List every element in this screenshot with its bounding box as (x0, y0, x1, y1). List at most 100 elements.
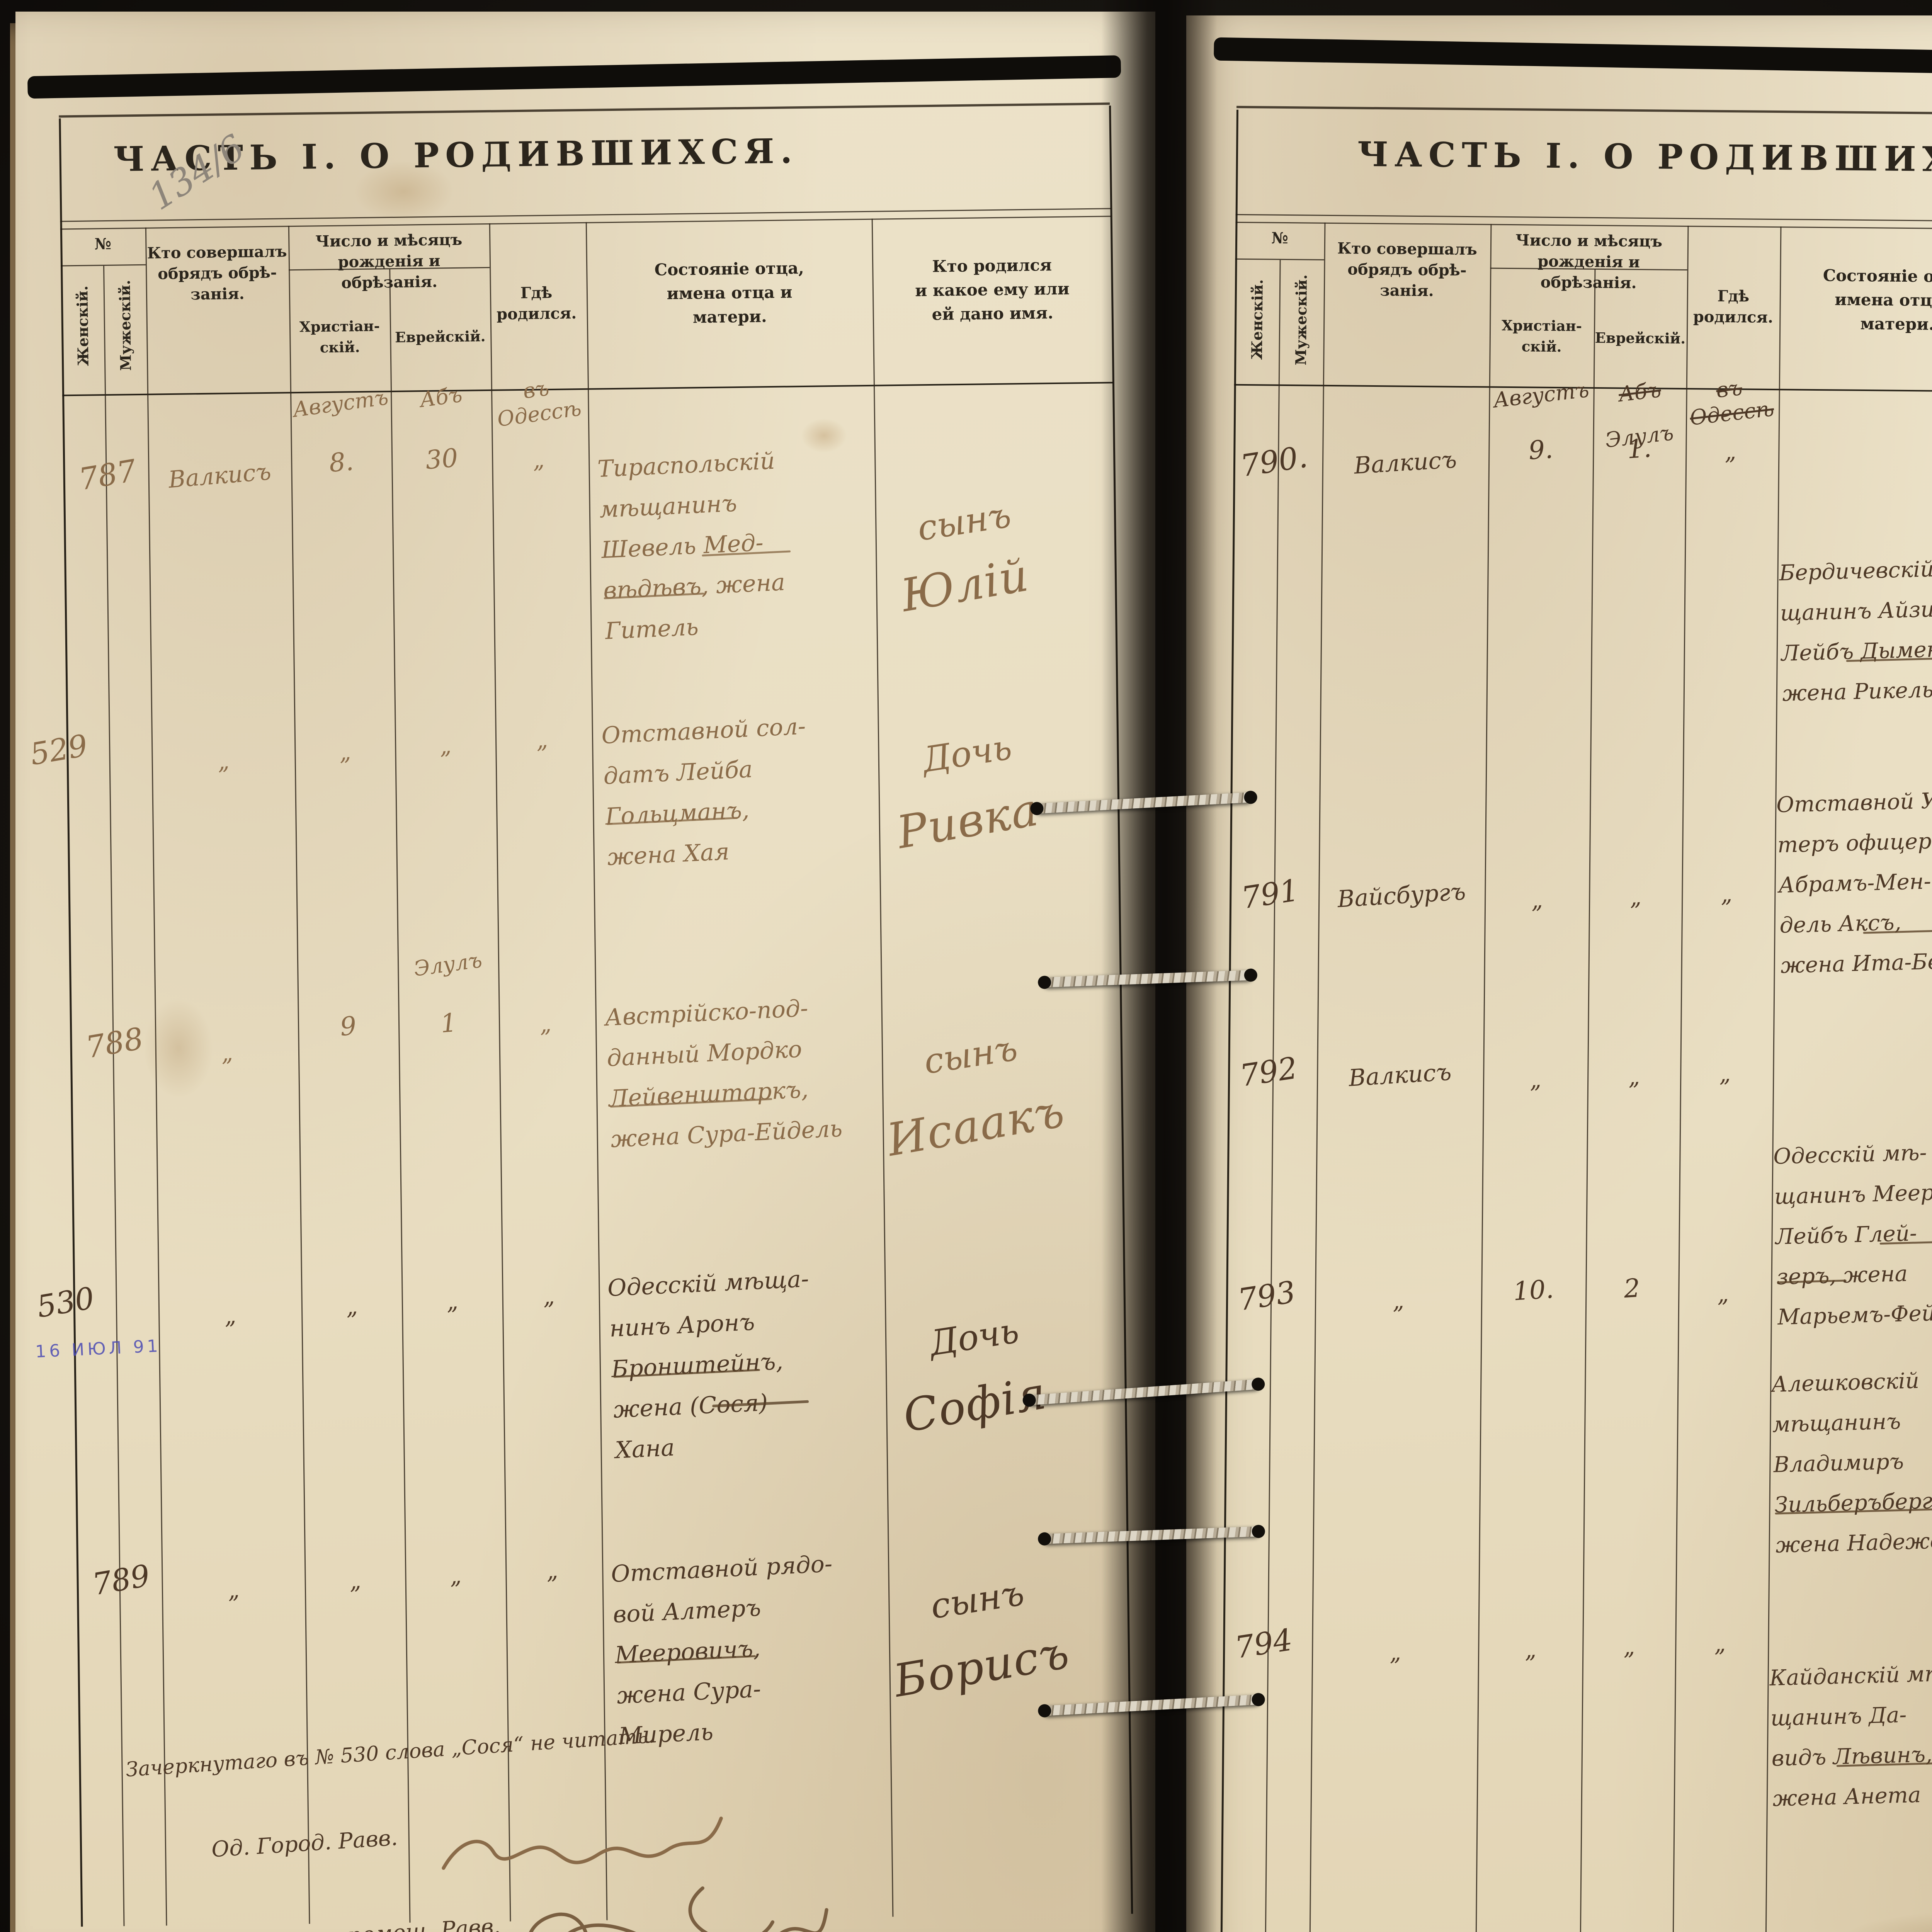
header-sex-female: Женскій. (1248, 279, 1266, 360)
row-789-where: „ (545, 1557, 559, 1585)
row-792-father: Одесскій мѣ- щанинъ Мееръ- Лейбъ Глей- з… (1773, 1140, 1932, 1330)
page-top-edge (1213, 37, 1932, 79)
line-date-split (1579, 269, 1596, 1932)
row-529-date-christian: „ (338, 738, 352, 766)
page-right: ЧАСТЬ I. О РОДИВШИХСЯ. 135. 136. № Женск… (1186, 15, 1932, 1932)
row-529-where: „ (535, 726, 549, 754)
header-where: Гдѣ родился. (1693, 287, 1774, 327)
page-left-content: ЧАСТЬ I. О РОДИВШИХСЯ. 134/6 № Женскій. … (3, 5, 1167, 1932)
row-789-number-male: 789 (90, 1558, 153, 1602)
rule (60, 208, 1111, 222)
row-791-date-jewish: „ (1629, 884, 1642, 911)
row-791-mohel: Вайсбургъ (1337, 878, 1467, 913)
row-790-date-christian: 9. (1527, 434, 1554, 466)
row-792-mohel: Валкисъ (1348, 1058, 1452, 1092)
row-792-date-jewish: „ (1627, 1063, 1641, 1090)
row-529-child-name: Ривка (893, 783, 1043, 859)
header-mohel: Кто совершалъ обрядъ обрѣ- занія. (1337, 239, 1478, 300)
row-791-date-christian: „ (1530, 886, 1544, 914)
row-789-child-word: сынъ (928, 1572, 1027, 1627)
page-title: ЧАСТЬ I. О РОДИВШИХСЯ. (1357, 134, 1932, 180)
row-787-where: „ (531, 446, 546, 474)
month-christian: Августъ (291, 385, 390, 422)
row-787-date-jewish: 30 (424, 443, 459, 475)
row-793-where: „ (1716, 1281, 1730, 1308)
line-sex-split (103, 266, 125, 1926)
row-529-child-word: Дочь (919, 726, 1015, 781)
row-788-number-male: 788 (83, 1021, 146, 1065)
page-left: ЧАСТЬ I. О РОДИВШИХСЯ. 134/6 № Женскій. … (15, 12, 1155, 1932)
line (489, 223, 511, 1922)
month-jewish: Абъ (418, 382, 464, 412)
header-sex-male: Мужескій. (1292, 274, 1310, 366)
month-christian: Августъ (1492, 377, 1590, 413)
row-789-mohel: „ (226, 1577, 240, 1604)
row-787-date-christian: 8. (328, 446, 355, 478)
rule (1236, 105, 1932, 117)
header-date: Число и мѣсяцъ рожденія и обрѣзанія. (1515, 231, 1663, 292)
book-gutter (1101, 0, 1217, 1932)
signature-city-rabbi (442, 1816, 723, 1870)
header-sex-female: Женскій. (73, 285, 92, 366)
row-787-mohel: Валкисъ (167, 458, 272, 494)
row-791-number-male: 791 (1239, 873, 1301, 916)
note-line-3: помощ. Равв. (347, 1913, 502, 1932)
row-793-date-christian: 10. (1512, 1274, 1555, 1306)
header-date: Число и мѣсяцъ рожденія и обрѣзанія. (315, 230, 463, 292)
row-794-where: „ (1713, 1630, 1726, 1657)
header-date-christian: Христіан- скій. (1502, 316, 1582, 355)
row-788-father: Австрійско-под- данный Мордко Лейвенштар… (604, 995, 843, 1153)
row-530-father: Одесскій мѣща- нинъ Аронъ Бронштейнъ, же… (607, 1265, 810, 1464)
row-787-child-word: сынъ (915, 495, 1014, 549)
row-791-father: Отставной Ун- теръ офицеръ Абрамъ-Мен- д… (1776, 787, 1932, 978)
row-529-mohel: „ (216, 748, 230, 775)
row-792-date-christian: „ (1529, 1066, 1542, 1094)
header-date-christian: Христіан- скій. (299, 317, 380, 356)
row-788-date-christian: 9 (339, 1010, 358, 1042)
row-789-child-name: Борисъ (890, 1626, 1073, 1708)
row-790-father: Бердичевскій мѣ- щанинъ Айзикъ- Лейбъ Ды… (1779, 556, 1932, 706)
header-where: Гдѣ родился. (496, 283, 577, 323)
row-789-date-christian: „ (348, 1567, 362, 1595)
header-no: № (94, 235, 112, 253)
row-794-date-christian: „ (1524, 1636, 1537, 1663)
row-793-father: Алешковскій мѣщанинъ Владимиръ Зильберъб… (1771, 1368, 1932, 1558)
header-date-jewish: Еврейскій. (1595, 329, 1686, 347)
row-792-where: „ (1718, 1060, 1731, 1087)
row-787-child-name: Юлій (897, 549, 1033, 622)
row-790-where: „ (1723, 438, 1737, 465)
row-794-date-jewish: „ (1622, 1633, 1636, 1660)
row-788-mohel: „ (220, 1039, 234, 1067)
row-790-date-jewish: 1. (1626, 433, 1653, 464)
frame-left (59, 118, 83, 1927)
row-529-number-female: 529 (27, 728, 90, 772)
rule (59, 102, 1110, 118)
row-794-father: Кайданскій мѣ- щанинъ Да- видъ Лѣвинъ, ж… (1769, 1661, 1932, 1811)
row-787-number-male: 787 (76, 453, 139, 497)
row-529-father: Отставной сол- датъ Лейба Гольцманъ, жен… (601, 713, 806, 871)
row-794-number-male: 794 (1233, 1622, 1295, 1666)
date-stamp: 16 ИЮЛ 91 (35, 1336, 162, 1362)
header-no: № (1271, 229, 1289, 248)
row-790-number-male: 790. (1238, 439, 1310, 484)
line-sex-split (1264, 260, 1281, 1932)
row-530-number-female: 530 (34, 1281, 97, 1325)
row-789-father: Отставной рядо- вой Алтеръ Мееровичъ, же… (610, 1550, 833, 1750)
page-right-content: ЧАСТЬ I. О РОДИВШИХСЯ. 135. 136. № Женск… (1178, 11, 1932, 1932)
row-529-date-jewish: „ (438, 732, 452, 760)
row-791-where: „ (1719, 881, 1733, 908)
paper-stain (1834, 1910, 1932, 1932)
row-530-mohel: „ (223, 1302, 237, 1330)
month-where-struck: въ Одессѣ (1688, 375, 1776, 430)
row-793-mohel: „ (1391, 1287, 1405, 1315)
row-794-mohel: „ (1388, 1639, 1402, 1666)
header-date-jewish: Еврейскій. (395, 328, 486, 346)
note-line-2: Од. Город. Равв. (211, 1825, 399, 1862)
header-mohel: Кто совершалъ обрядъ обрѣ- занія. (147, 242, 287, 304)
row-787-father: Тираспольскій мѣщанинъ Шевель Мед- вѣдѣв… (597, 447, 786, 645)
note-line-1: Зачеркнутаго въ № 530 слова „Сося“ не чи… (125, 1724, 655, 1782)
row-793-number-male: 793 (1235, 1275, 1298, 1318)
row-792-number-male: 792 (1238, 1051, 1300, 1094)
header-father: Состояніе отца, имена отца и матери. (1823, 266, 1932, 334)
